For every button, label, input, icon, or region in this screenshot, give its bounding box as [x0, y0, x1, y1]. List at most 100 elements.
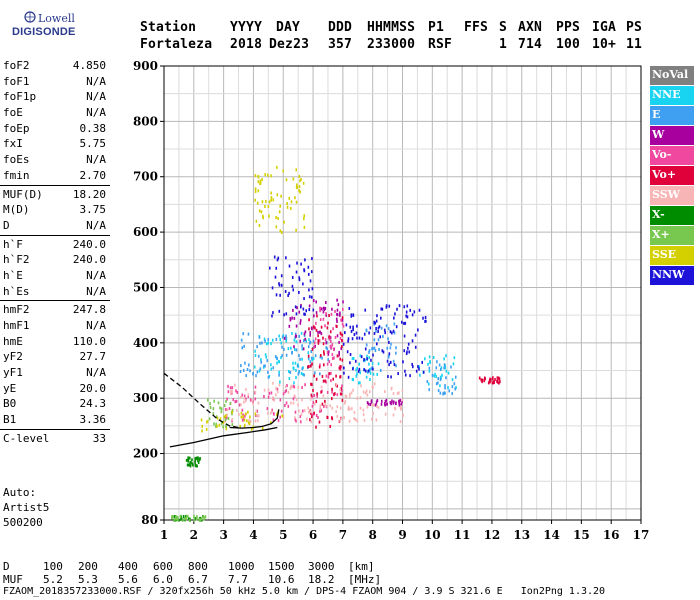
- upper-trace: [163, 372, 242, 429]
- echo-point-nnw: [303, 297, 305, 301]
- echo-point-e: [325, 346, 327, 350]
- y-tick-label: 900: [133, 59, 158, 73]
- echo-point-nne: [295, 340, 298, 344]
- echo-point-sse: [286, 205, 289, 209]
- echo-point-e: [373, 338, 376, 342]
- legend-item-vo: Vo+: [650, 165, 694, 185]
- echo-point-e: [252, 372, 254, 376]
- echo-point-ssw: [360, 384, 362, 388]
- echo-point-x: [186, 463, 189, 467]
- echo-point-nnw: [351, 337, 354, 341]
- auto-version: 500200: [3, 516, 43, 529]
- echo-point-sse: [254, 198, 256, 202]
- echo-point-w: [336, 334, 339, 338]
- echo-point-ssw: [351, 407, 353, 411]
- echo-point-ssw: [289, 386, 292, 390]
- echo-point-ssw: [344, 399, 347, 403]
- echo-point-vo: [493, 380, 495, 384]
- echo-point-vo: [243, 394, 246, 398]
- echo-point-x: [231, 423, 234, 427]
- echo-point-nne: [418, 365, 420, 369]
- echo-point-sse: [261, 426, 264, 430]
- echo-point-sse: [239, 424, 242, 428]
- echo-point-w: [336, 308, 339, 312]
- echo-point-ssw: [310, 420, 313, 424]
- echo-point-e: [303, 373, 305, 377]
- echo-point-x: [188, 456, 191, 460]
- echo-point-x: [187, 515, 189, 519]
- echo-point-sse: [264, 204, 266, 208]
- echo-point-ssw: [362, 408, 365, 412]
- parameter-row: h`Es N/A: [0, 284, 110, 300]
- echo-point-x: [185, 514, 188, 518]
- echo-point-vo: [319, 363, 321, 367]
- echo-point-vo: [267, 395, 270, 399]
- echo-point-e: [448, 389, 451, 393]
- echo-point-vo: [341, 316, 344, 320]
- echo-point-nnw: [352, 367, 354, 371]
- echo-point-x: [189, 464, 192, 468]
- echo-point-ssw: [324, 403, 327, 407]
- echo-point-w: [370, 399, 373, 403]
- echo-point-vo: [311, 413, 314, 417]
- echo-point-vo: [277, 419, 280, 423]
- x-tick-label: 4: [249, 528, 257, 542]
- parameter-value: 27.7: [79, 350, 107, 364]
- echo-point-x: [203, 517, 205, 521]
- echo-point-vo: [309, 418, 311, 422]
- echo-point-w: [298, 310, 301, 314]
- echo-point-e: [294, 332, 297, 336]
- echo-point-nne: [287, 347, 290, 351]
- echo-point-vo: [329, 424, 332, 428]
- echo-point-w: [313, 314, 315, 318]
- echo-point-e: [442, 391, 445, 395]
- echo-point-vo: [307, 365, 309, 369]
- echo-point-e: [267, 338, 270, 342]
- echo-point-vo: [318, 339, 321, 343]
- echo-point-vo: [313, 345, 315, 349]
- parameter-value: N/A: [86, 90, 106, 104]
- echo-point-nne: [294, 361, 297, 365]
- echo-point-nnw: [407, 346, 409, 350]
- echo-point-ssw: [396, 391, 399, 395]
- echo-point-w: [296, 306, 298, 310]
- echo-point-w: [380, 399, 383, 403]
- echo-point-nne: [312, 357, 315, 361]
- echo-point-nne: [366, 354, 368, 358]
- echo-point-w: [342, 300, 344, 304]
- x-tick-label: 13: [513, 528, 530, 542]
- echo-point-vo: [326, 415, 329, 419]
- echo-point-vo: [311, 347, 314, 351]
- echo-point-nnw: [409, 374, 411, 378]
- echo-point-vo: [309, 411, 312, 415]
- echo-point-nnw: [405, 310, 408, 314]
- echo-point-ssw: [276, 390, 279, 394]
- echo-point-nnw: [389, 360, 392, 364]
- echo-point-vo: [336, 324, 338, 328]
- distance-row-cell: 1000: [228, 560, 255, 573]
- echo-point-w: [395, 401, 397, 405]
- echo-point-ssw: [353, 417, 355, 421]
- echo-point-vo: [325, 380, 327, 384]
- echo-point-sse: [279, 229, 282, 233]
- echo-point-w: [367, 402, 370, 406]
- echo-point-ssw: [354, 417, 357, 421]
- echo-point-vo: [336, 384, 339, 388]
- echo-point-nne: [288, 376, 291, 380]
- echo-point-ssw: [278, 383, 281, 387]
- echo-point-e: [276, 357, 278, 361]
- echo-point-nne: [376, 372, 379, 376]
- echo-point-nnw: [307, 272, 310, 276]
- echo-point-vo: [315, 377, 318, 381]
- echo-point-x: [184, 517, 186, 521]
- echo-point-ssw: [363, 418, 366, 422]
- echo-point-vo: [489, 377, 491, 381]
- echo-point-vo: [301, 409, 304, 413]
- echo-point-vo: [227, 384, 229, 388]
- echo-point-w: [304, 337, 307, 341]
- echo-point-nnw: [417, 365, 419, 369]
- echo-point-nne: [292, 361, 294, 365]
- parameter-row: MUF(D) 18.20: [0, 187, 110, 203]
- echo-point-ssw: [322, 394, 325, 398]
- autoscaling-info: Auto: Artist5 500200: [3, 485, 49, 530]
